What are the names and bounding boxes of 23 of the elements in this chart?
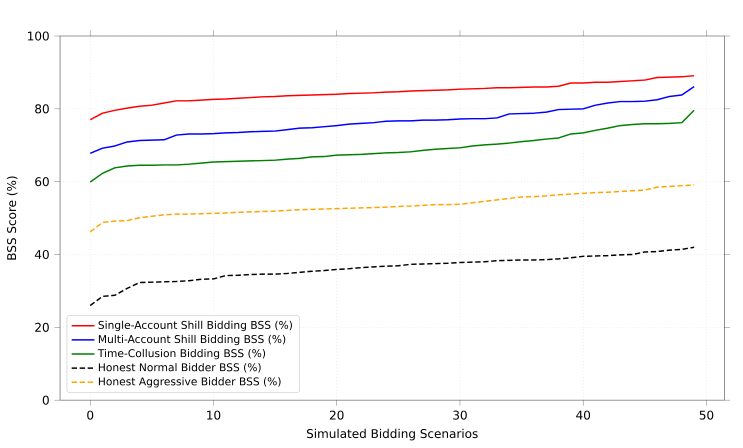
y-axis-title: BSS Score (%) [6,176,18,260]
line-series [89,74,695,120]
y-tick-label: 0 [42,396,49,405]
legend-label: Time-Collusion Bidding BSS (%) [98,348,266,360]
y-tick-label: 20 [35,322,49,332]
legend-label: Honest Normal Bidder BSS (%) [98,362,261,372]
x-tick-label: 50 [700,410,714,420]
x-tick-label: 40 [576,410,590,420]
y-tick-label: 80 [35,104,49,114]
x-tick-label: 30 [453,410,467,420]
y-tick-label: 40 [34,250,49,259]
legend-label: Multi-Account Shill Bidding BSS (%) [98,334,286,346]
x-tick-label: 0 [87,410,94,420]
y-tick-label: 100 [28,31,49,40]
line-series [89,109,695,183]
line-series [89,86,695,154]
line-series [89,184,695,233]
x-tick-label: 20 [330,410,344,420]
y-tick-label: 60 [35,177,49,186]
legend-label: Honest Aggressive Bidder BSS (%) [98,377,281,388]
x-axis-title: Simulated Bidding Scenarios [306,428,478,440]
x-tick-label: 10 [207,410,220,420]
legend-label: Single-Account Shill Bidding BSS (%) [98,320,292,331]
